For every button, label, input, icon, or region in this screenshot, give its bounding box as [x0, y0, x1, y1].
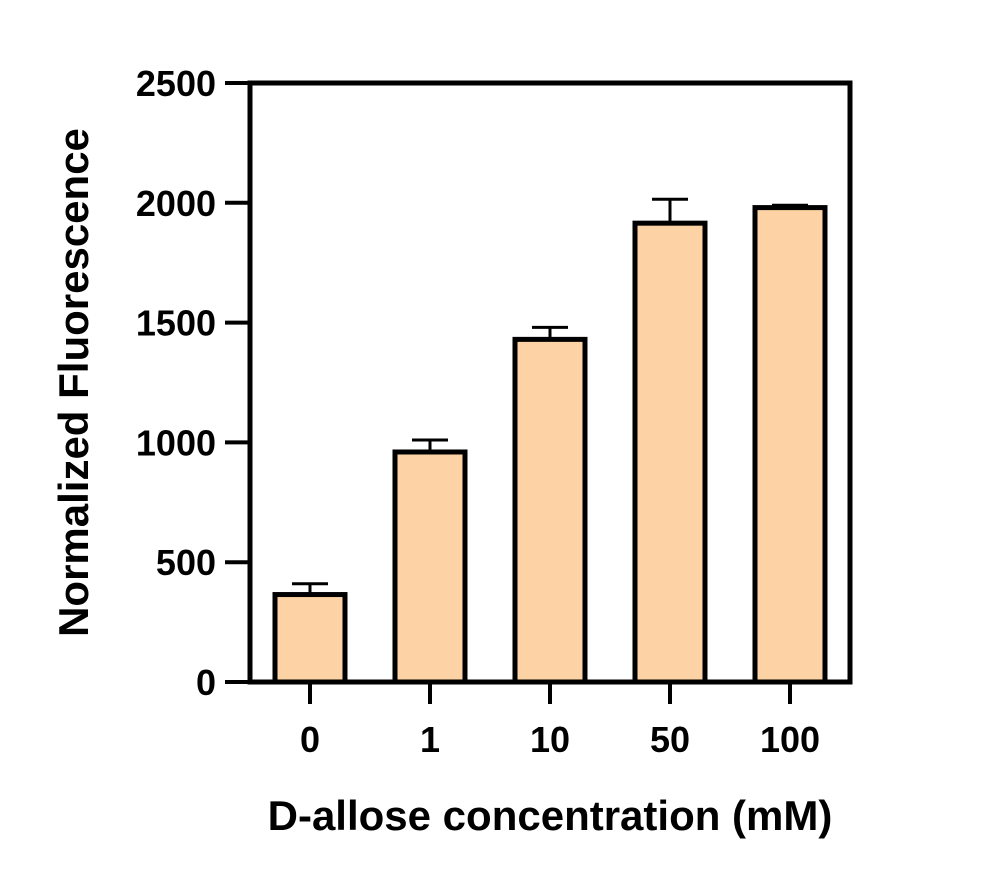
x-tick-label-1: 1: [420, 719, 440, 760]
bar-0: [272, 592, 348, 685]
bar-100: [752, 205, 828, 685]
y-axis-title: Normalized Fluorescence: [50, 128, 97, 637]
y-tick-label-2000: 2000: [136, 183, 216, 224]
bar-1: [392, 449, 468, 685]
x-tick-label-10: 10: [530, 719, 570, 760]
y-tick-label-500: 500: [156, 542, 216, 583]
y-tick-label-0: 0: [196, 662, 216, 703]
bar-50: [632, 220, 708, 685]
x-axis-ticks: 0 1 10 50 100: [300, 682, 820, 760]
x-tick-label-100: 100: [760, 719, 820, 760]
error-bars-group: [292, 197, 808, 595]
y-tick-label-2500: 2500: [136, 63, 216, 104]
y-axis-ticks: 0 500 1000 1500 2000 2500: [136, 63, 250, 703]
y-tick-label-1500: 1500: [136, 303, 216, 344]
error-bar-0: [292, 582, 328, 595]
x-tick-label-50: 50: [650, 719, 690, 760]
error-bar-10: [532, 325, 568, 340]
error-bar-100: [772, 203, 808, 208]
bars-group: [272, 205, 828, 685]
error-bar-1: [412, 438, 448, 452]
x-tick-label-0: 0: [300, 719, 320, 760]
error-bar-50: [652, 197, 688, 224]
y-tick-label-1000: 1000: [136, 422, 216, 463]
x-axis-title: D-allose concentration (mM): [268, 792, 833, 839]
bar-10: [512, 336, 588, 685]
